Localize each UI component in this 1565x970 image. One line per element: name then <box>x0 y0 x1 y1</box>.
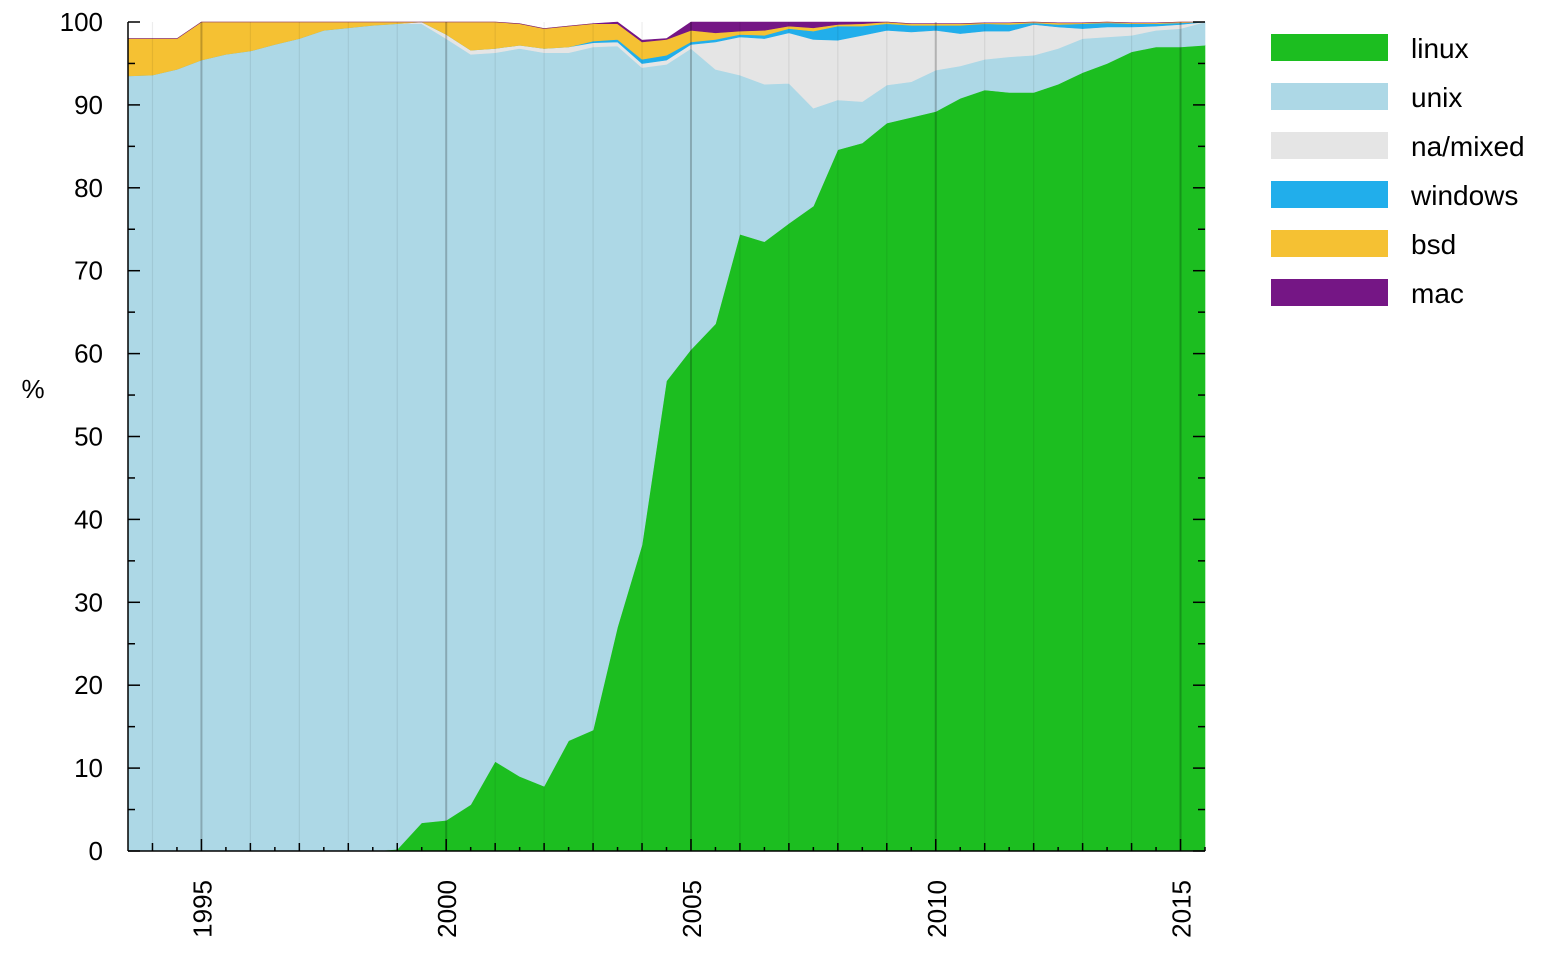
legend-label: unix <box>1411 82 1462 113</box>
legend-swatch-linux <box>1271 34 1388 61</box>
x-tick-label: 2005 <box>677 880 707 938</box>
y-tick-label: 70 <box>74 256 103 286</box>
y-tick-label: 10 <box>74 753 103 783</box>
y-axis-label: % <box>21 374 44 404</box>
y-tick-label: 20 <box>74 670 103 700</box>
area-series-group <box>127 21 1206 852</box>
legend: linux unix na/mixed windows bsd mac <box>1271 33 1525 309</box>
legend-label: windows <box>1410 180 1518 211</box>
grid-lines <box>151 22 1182 851</box>
legend-swatch-mac <box>1271 279 1388 306</box>
legend-swatch-unix <box>1271 83 1388 110</box>
legend-label: na/mixed <box>1411 131 1525 162</box>
y-tick-label: 0 <box>89 836 103 866</box>
y-tick-label: 90 <box>74 90 103 120</box>
legend-swatch-bsd <box>1271 230 1388 257</box>
x-tick-label: 2000 <box>432 880 462 938</box>
legend-label: mac <box>1411 278 1464 309</box>
y-tick-label: 40 <box>74 504 103 534</box>
axes: 0 10 20 30 40 50 60 70 80 90 100 1995 2000 2005 2010 20… <box>60 7 1206 938</box>
y-tick-label: 100 <box>60 7 103 37</box>
x-tick-label: 1995 <box>187 880 217 938</box>
y-tick-label: 50 <box>74 422 103 452</box>
legend-swatch-windows <box>1271 181 1388 208</box>
y-tick-label: 60 <box>74 339 103 369</box>
y-tick-label: 80 <box>74 173 103 203</box>
x-tick-label: 2015 <box>1167 880 1197 938</box>
legend-label: linux <box>1411 33 1469 64</box>
x-tick-label: 2010 <box>922 880 952 938</box>
legend-swatch-na-mixed <box>1271 132 1388 159</box>
y-tick-label: 30 <box>74 587 103 617</box>
area-mac <box>128 21 1205 43</box>
legend-label: bsd <box>1411 229 1456 260</box>
